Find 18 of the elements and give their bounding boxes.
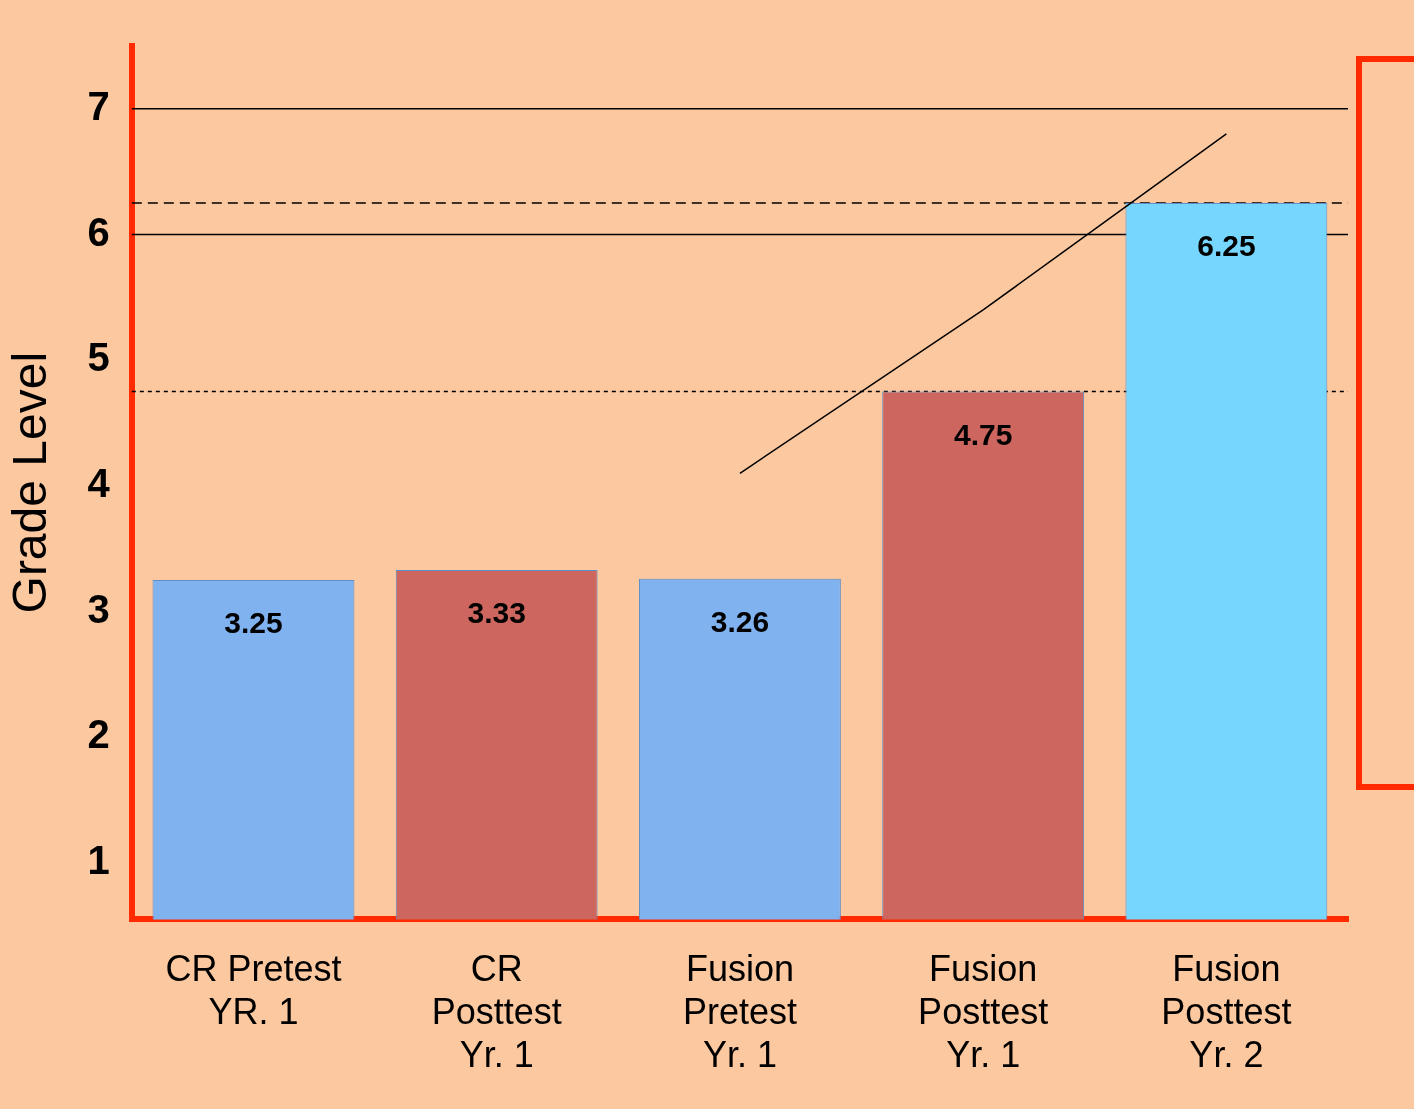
data-label: 3.26 — [710, 605, 770, 639]
x-tick-label: Fusion Pretest Yr. 1 — [682, 947, 797, 1076]
y-tick-label: 5 — [87, 335, 110, 380]
y-tick-label: 3 — [87, 586, 110, 631]
y-tick-label: 1 — [87, 837, 110, 882]
data-label: 3.25 — [224, 606, 283, 640]
data-label: 4.75 — [953, 417, 1013, 451]
x-tick-label: Fusion Posttest Yr. 1 — [918, 947, 1049, 1076]
y-tick-label: 2 — [87, 712, 110, 757]
y-tick-label: 7 — [87, 83, 110, 128]
data-label: 6.25 — [1197, 229, 1256, 263]
x-tick-label: Fusion Posttest Yr. 2 — [1161, 947, 1292, 1076]
y-axis-title: Grade Level — [3, 351, 57, 614]
y-tick-label: 4 — [87, 460, 111, 505]
y-tick-label: 6 — [87, 209, 110, 254]
x-tick-label: CR Pretest YR. 1 — [165, 947, 342, 1033]
data-label: 3.33 — [467, 596, 526, 630]
x-tick-label: CR Posttest Yr. 1 — [431, 947, 562, 1076]
